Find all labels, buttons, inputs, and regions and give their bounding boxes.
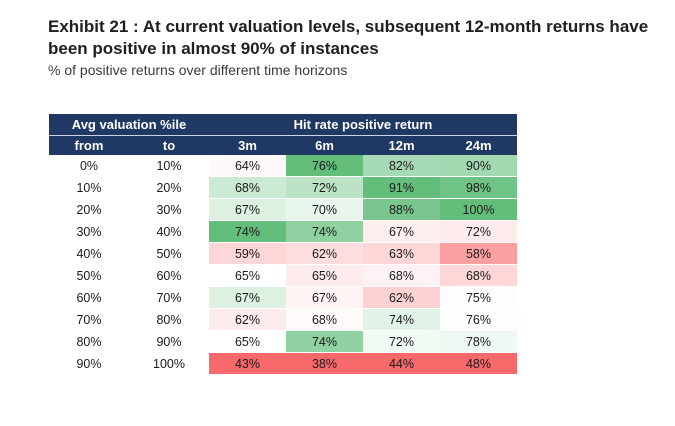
table-row: 90% 100% 43% 38% 44% 48% [49, 352, 517, 375]
table-row: 40% 50% 59% 62% 63% 58% [49, 242, 517, 265]
row-label-to: 50% [156, 246, 182, 261]
row-group-header: Avg valuation %ile [49, 114, 209, 136]
heatmap-cell-24m: 68% [440, 264, 517, 287]
row-label-from: 70% [76, 312, 102, 327]
heatmap-cell-6m: 74% [286, 220, 363, 243]
heatmap-cell-12m: 63% [363, 242, 440, 265]
row-label-to: 90% [156, 334, 182, 349]
row-label-to: 10% [156, 158, 182, 173]
column-header-3m: 3m [209, 135, 286, 155]
heatmap-cell-6m: 72% [286, 176, 363, 199]
row-label-from: 60% [76, 290, 102, 305]
heatmap-cell-24m: 76% [440, 308, 517, 331]
heatmap-cell-3m: 43% [209, 352, 286, 375]
row-label-to: 80% [156, 312, 182, 327]
chart-subtitle: % of positive returns over different tim… [48, 62, 348, 78]
heatmap-cell-12m: 67% [363, 220, 440, 243]
heatmap-cell-12m: 74% [363, 308, 440, 331]
heatmap-cell-24m: 78% [440, 330, 517, 353]
heatmap-cell-24m: 90% [440, 155, 517, 177]
heatmap-cell-6m: 70% [286, 198, 363, 221]
table-row: 60% 70% 67% 67% 62% 75% [49, 286, 517, 309]
heatmap-cell-12m: 72% [363, 330, 440, 353]
heatmap-cell-12m: 88% [363, 198, 440, 221]
heatmap-cell-24m: 98% [440, 176, 517, 199]
row-label-from: 50% [76, 268, 102, 283]
chart-title: Exhibit 21 : At current valuation levels… [48, 17, 649, 58]
heatmap-cell-24m: 75% [440, 286, 517, 309]
table-row: 20% 30% 67% 70% 88% 100% [49, 198, 517, 221]
heatmap-cell-3m: 68% [209, 176, 286, 199]
heatmap-cell-6m: 62% [286, 242, 363, 265]
row-label-to: 20% [156, 180, 182, 195]
column-group-header: Hit rate positive return [209, 114, 517, 136]
heatmap-cell-24m: 100% [440, 198, 517, 221]
column-header-6m: 6m [286, 135, 363, 155]
heatmap-cell-12m: 82% [363, 155, 440, 177]
heatmap-cell-6m: 74% [286, 330, 363, 353]
heatmap-cell-24m: 72% [440, 220, 517, 243]
table-row: 10% 20% 68% 72% 91% 98% [49, 176, 517, 199]
column-header-to: to [129, 135, 209, 155]
column-header-24m: 24m [440, 135, 517, 155]
heatmap-table: Avg valuation %ile Hit rate positive ret… [49, 114, 517, 375]
heatmap-cell-3m: 67% [209, 286, 286, 309]
table-row: 70% 80% 62% 68% 74% 76% [49, 308, 517, 331]
heatmap-cell-6m: 67% [286, 286, 363, 309]
row-label-from: 20% [76, 202, 102, 217]
column-header-from: from [49, 135, 129, 155]
heatmap-cell-3m: 65% [209, 264, 286, 287]
heatmap-cell-12m: 62% [363, 286, 440, 309]
row-label-from: 10% [76, 180, 102, 195]
column-header-12m: 12m [363, 135, 440, 155]
row-label-to: 70% [156, 290, 182, 305]
heatmap-cell-6m: 68% [286, 308, 363, 331]
row-label-to: 100% [153, 356, 185, 371]
heatmap-cell-6m: 38% [286, 352, 363, 375]
heatmap-cell-12m: 68% [363, 264, 440, 287]
row-label-from: 30% [76, 224, 102, 239]
heatmap-cell-3m: 62% [209, 308, 286, 331]
heatmap-cell-12m: 44% [363, 352, 440, 375]
table-row: 0% 10% 64% 76% 82% 90% [49, 155, 517, 177]
row-label-from: 40% [76, 246, 102, 261]
heatmap-cell-12m: 91% [363, 176, 440, 199]
heatmap-cell-24m: 58% [440, 242, 517, 265]
table-row: 50% 60% 65% 65% 68% 68% [49, 264, 517, 287]
row-label-to: 40% [156, 224, 182, 239]
heatmap-cell-3m: 74% [209, 220, 286, 243]
heatmap-cell-24m: 48% [440, 352, 517, 375]
row-label-from: 0% [79, 158, 99, 173]
table-row: 80% 90% 65% 74% 72% 78% [49, 330, 517, 353]
heatmap-cell-6m: 65% [286, 264, 363, 287]
row-label-to: 30% [156, 202, 182, 217]
table-row: 30% 40% 74% 74% 67% 72% [49, 220, 517, 243]
heatmap-body: 0% 10% 64% 76% 82% 90% 10% 20% 68% 72% 91% 98% 20% 30… [49, 155, 517, 375]
heatmap-cell-3m: 67% [209, 198, 286, 221]
column-header-row: from to 3m 6m 12m 24m [49, 135, 517, 155]
row-label-from: 90% [76, 356, 102, 371]
heatmap-cell-3m: 65% [209, 330, 286, 353]
heatmap-cell-3m: 64% [209, 155, 286, 177]
heatmap-cell-6m: 76% [286, 155, 363, 177]
row-label-to: 60% [156, 268, 182, 283]
heatmap-cell-3m: 59% [209, 242, 286, 265]
row-label-from: 80% [76, 334, 102, 349]
